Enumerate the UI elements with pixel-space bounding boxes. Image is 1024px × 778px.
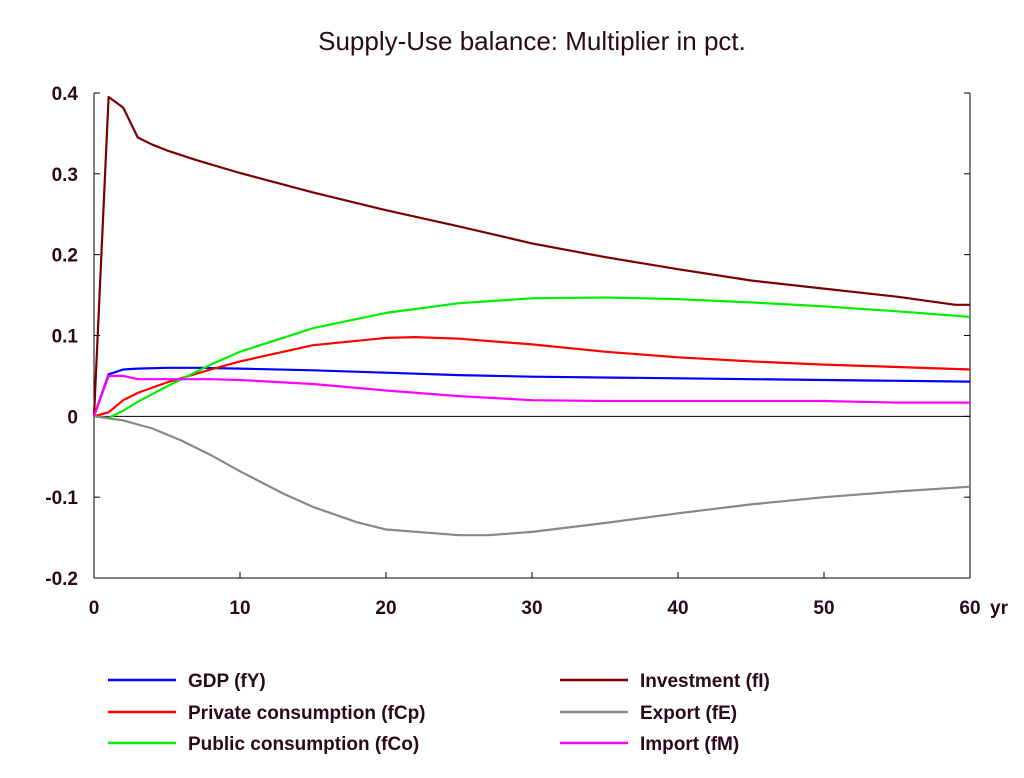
y-tick-label: 0.1 [52, 327, 79, 348]
series-line-2 [93, 296, 971, 420]
y-tick-label: 0.3 [52, 165, 78, 186]
y-tick-label: 0.4 [52, 84, 79, 105]
legend-label-2: Public consumption (fCo) [188, 734, 419, 755]
x-tick-label: 60 [959, 598, 980, 619]
x-tick-label: 30 [521, 598, 542, 619]
axes: 0.4 0.3 0.2 0.1 0 -0.1 -0.2 0 10 20 30 40 50 60 yr [45, 84, 1008, 619]
legend-label-3: Investment (fI) [640, 671, 770, 692]
x-tick-label: 10 [229, 598, 250, 619]
series-line-0 [92, 366, 971, 417]
legend-label-4: Export (fE) [640, 703, 737, 724]
series-line-4 [93, 415, 971, 537]
series-line-5 [92, 374, 970, 417]
chart-title: Supply-Use balance: Multiplier in pct. [318, 26, 746, 56]
y-tick-label: 0.2 [52, 246, 78, 267]
x-tick-label: 40 [667, 598, 688, 619]
legend-label-1: Private consumption (fCp) [188, 703, 426, 724]
series-line-3 [92, 95, 970, 417]
legend-label-5: Import (fM) [640, 734, 739, 755]
x-unit-label: yr [990, 598, 1009, 619]
series-line-1 [93, 336, 971, 418]
x-tick-label: 50 [813, 598, 834, 619]
legend: GDP (fY) Private consumption (fCp) Public … [108, 671, 770, 755]
y-tick-label: -0.2 [45, 569, 78, 590]
y-tick-label: 0 [67, 407, 78, 428]
legend-label-0: GDP (fY) [188, 671, 266, 692]
x-tick-label: 20 [375, 598, 396, 619]
x-tick-label: 0 [89, 598, 100, 619]
series-lines [92, 95, 971, 537]
y-tick-label: -0.1 [45, 488, 78, 509]
